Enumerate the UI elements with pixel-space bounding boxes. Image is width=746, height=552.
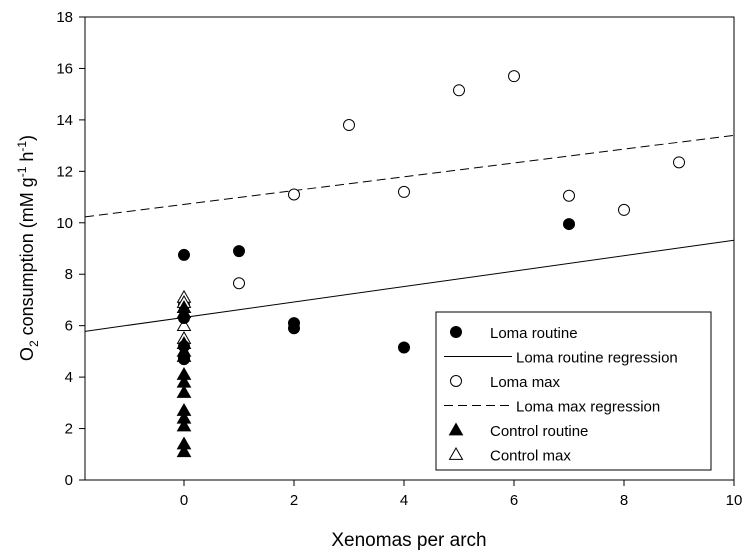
legend-marker [450,326,462,338]
control-routine-series [176,300,192,458]
data-point [563,189,575,202]
y-label-suffix: ) [17,135,37,141]
y-label-sub: 2 [27,340,41,347]
legend-label: Loma max [490,374,561,391]
x-tick-label: 0 [180,492,188,509]
axis-layer: 0 2 4 6 8 10 0 2 4 6 8 10 12 14 16 18 [56,9,742,509]
y-tick-label: 14 [56,112,73,129]
series-layer [85,70,734,458]
legend-label: Loma routine regression [516,350,678,367]
y-tick-label: 12 [56,163,73,180]
y-tick-label: 10 [56,215,73,232]
y-tick-label: 0 [65,472,73,489]
loma-max-regression-line [85,134,734,218]
data-point [176,385,192,398]
y-label-mid2: h [17,152,37,167]
y-label-sup1: -1 [15,166,29,177]
loma-routine-regression-line [85,239,734,332]
data-point [508,70,520,83]
data-point [288,322,300,335]
x-tick-label: 8 [620,492,628,509]
x-tick-label: 10 [726,492,743,509]
data-point [233,245,245,258]
data-point [176,444,192,458]
data-point [618,203,630,216]
data-point [453,84,465,97]
y-tick-label: 4 [65,369,73,386]
y-label-mid: consumption (mM g [17,177,37,340]
x-tick-label: 2 [290,492,298,509]
x-axis-label: Xenomas per arch [331,530,486,551]
data-point [398,341,410,354]
data-point [288,188,300,201]
y-tick-label: 6 [65,318,73,335]
legend-label: Control routine [490,423,588,440]
data-point [343,119,355,132]
legend-marker [448,422,464,436]
data-point [176,343,192,357]
y-tick-label: 18 [56,9,73,26]
data-point [563,218,575,231]
y-tick-label: 2 [65,421,73,438]
y-label-sup2: -1 [15,141,29,152]
data-point [178,248,190,261]
data-point [176,318,192,332]
x-tick-label: 6 [510,492,518,509]
y-label-prefix: O [17,347,37,361]
legend-marker [450,375,462,387]
data-point [673,156,685,169]
data-point [176,300,192,314]
x-tick-label: 4 [400,492,408,509]
y-tick-label: 8 [65,266,73,283]
legend-label: Loma max regression [516,399,660,416]
legend-label: Loma routine [490,325,578,342]
legend-label: Control max [490,448,571,465]
plot-frame [84,16,735,481]
data-point [178,311,190,324]
legend: Loma routine Loma routine regression Loma … [435,311,712,471]
y-tick-label: 16 [56,60,73,77]
data-point [233,277,245,290]
data-point [176,418,192,432]
y-axis-label: O2 consumption (mM g-1 h-1) [15,135,41,361]
legend-marker [448,446,464,460]
legend-box [435,311,712,471]
data-point [398,185,410,198]
